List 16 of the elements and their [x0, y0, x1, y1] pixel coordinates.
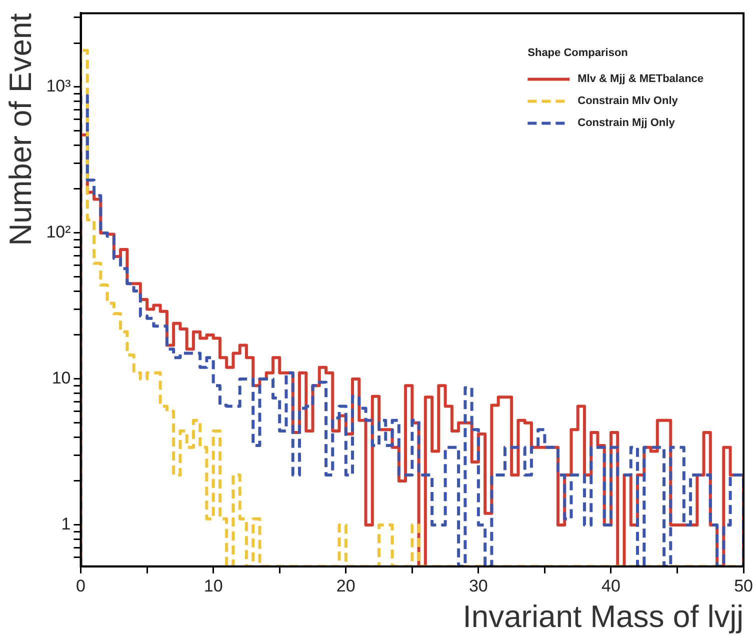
x-tick-label: 50 [734, 576, 754, 596]
y-axis-title: Number of Event [3, 12, 38, 246]
legend-label: Constrain Mjj Only [578, 117, 676, 130]
x-tick-label: 40 [602, 576, 620, 596]
y-tick-label: 10³ [46, 76, 72, 96]
y-tick-label: 10² [46, 222, 72, 242]
legend-label: Mlv & Mjj & METbalance [578, 73, 704, 86]
legend-title: Shape Comparison [528, 47, 628, 60]
x-axis-title: Invariant Mass of lvjj [462, 598, 744, 634]
y-tick-label: 10 [52, 368, 71, 388]
x-tick-label: 10 [204, 576, 223, 596]
x-tick-label: 20 [336, 576, 356, 596]
x-tick-label: 30 [468, 576, 488, 596]
y-tick-label: 1 [61, 514, 71, 534]
legend-label: Constrain Mlv Only [578, 95, 679, 108]
x-tick-label: 0 [76, 576, 86, 596]
